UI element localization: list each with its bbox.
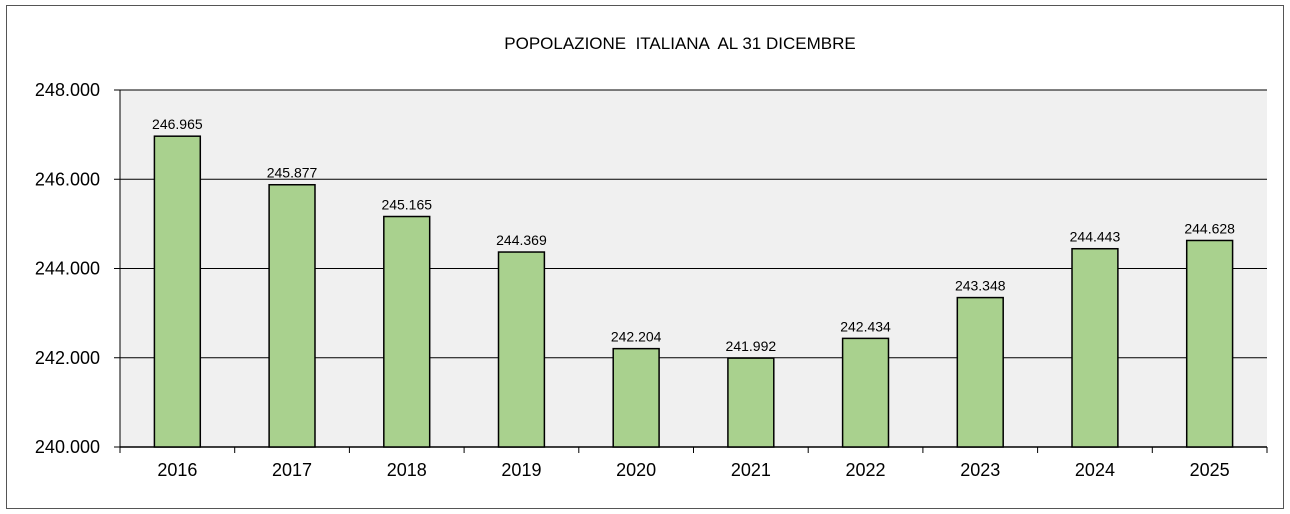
data-label-2022: 242.434 [840,318,891,334]
bar-2016 [153,135,202,448]
x-tick-label-2016: 2016 [157,460,197,480]
data-label-2018: 245.165 [381,197,432,213]
data-label-2016: 246.965 [152,116,203,132]
data-label-2019: 244.369 [496,232,547,248]
y-tick-label: 240.000 [35,437,100,457]
bar-2021 [727,357,775,448]
x-tick-label-2022: 2022 [846,460,886,480]
x-tick-label-2018: 2018 [387,460,427,480]
plot-area: 240.000 242.000 244.000 246.000 248.000 246.9… [35,80,1268,480]
bar-2019 [497,251,546,448]
bar-2025 [1185,239,1234,448]
bar-2020 [612,347,660,448]
x-tick-label-2025: 2025 [1190,460,1230,480]
data-label-2017: 245.877 [267,165,318,181]
data-label-2023: 243.348 [955,278,1006,294]
y-tick-label: 248.000 [35,80,100,100]
y-tick-label: 244.000 [35,259,100,279]
data-label-2025: 244.628 [1184,220,1235,236]
y-tick-label: 246.000 [35,169,100,189]
y-tick-label: 242.000 [35,348,100,368]
data-label-2020: 242.204 [611,329,662,345]
bar-2018 [383,215,431,448]
data-label-2024: 244.443 [1070,229,1121,245]
x-tick-label-2017: 2017 [272,460,312,480]
bar-2024 [1071,247,1119,448]
x-tick-label-2021: 2021 [731,460,771,480]
x-tick-label-2019: 2019 [501,460,541,480]
chart-title: POPOLAZIONE ITALIANA AL 31 DICEMBRE [504,34,855,53]
bar-2023 [956,296,1004,448]
x-tick-label-2023: 2023 [960,460,1000,480]
bar-2022 [841,337,890,448]
bar-2017 [268,183,316,448]
x-tick-label-2024: 2024 [1075,460,1115,480]
x-tick-label-2020: 2020 [616,460,656,480]
data-label-2021: 241.992 [726,338,777,354]
